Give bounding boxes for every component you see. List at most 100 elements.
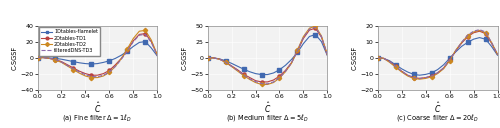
- 2Dtables-TD2: [52, 59, 59, 61]
- 1Dtables-flamelet: [204, 57, 210, 58]
- 2Dtables-TD1: [106, 70, 112, 71]
- filteredDNS-TD3: [270, 81, 276, 83]
- 1Dtables-flamelet: [148, 47, 154, 49]
- 1Dtables-flamelet: [210, 57, 216, 59]
- 1Dtables-flamelet: [458, 46, 464, 47]
- 1Dtables-flamelet: [136, 42, 142, 43]
- 1Dtables-flamelet: [100, 62, 106, 63]
- 1Dtables-flamelet: [276, 69, 282, 71]
- 2Dtables-TD2: [416, 78, 422, 80]
- filteredDNS-TD3: [374, 57, 380, 58]
- filteredDNS-TD3: [380, 58, 386, 59]
- Line: 2Dtables-TD1: 2Dtables-TD1: [36, 32, 159, 77]
- 2Dtables-TD2: [392, 66, 398, 68]
- 1Dtables-flamelet: [476, 37, 482, 38]
- X-axis label: $\hat{C}$: $\hat{C}$: [264, 100, 271, 115]
- 1Dtables-flamelet: [88, 63, 94, 65]
- 2Dtables-TD2: [318, 35, 324, 37]
- 2Dtables-TD2: [404, 75, 410, 77]
- 2Dtables-TD1: [112, 64, 118, 66]
- Line: filteredDNS-TD3: filteredDNS-TD3: [208, 27, 328, 84]
- 2Dtables-TD1: [34, 57, 40, 58]
- filteredDNS-TD3: [452, 50, 458, 52]
- 2Dtables-TD2: [124, 48, 130, 50]
- 2Dtables-TD2: [434, 73, 440, 74]
- filteredDNS-TD3: [70, 68, 76, 70]
- 2Dtables-TD1: [64, 64, 70, 66]
- 2Dtables-TD1: [270, 79, 276, 81]
- filteredDNS-TD3: [228, 65, 234, 67]
- filteredDNS-TD3: [130, 41, 136, 42]
- filteredDNS-TD3: [216, 58, 222, 60]
- filteredDNS-TD3: [154, 54, 160, 56]
- 2Dtables-TD1: [416, 78, 422, 79]
- filteredDNS-TD3: [100, 74, 106, 76]
- 1Dtables-flamelet: [142, 41, 148, 42]
- 1Dtables-flamelet: [40, 57, 46, 58]
- filteredDNS-TD3: [410, 77, 416, 78]
- filteredDNS-TD3: [88, 76, 94, 77]
- 2Dtables-TD1: [252, 80, 258, 81]
- 2Dtables-TD1: [216, 58, 222, 60]
- filteredDNS-TD3: [258, 83, 264, 84]
- 1Dtables-flamelet: [446, 58, 452, 59]
- 2Dtables-TD2: [46, 58, 52, 59]
- Line: 1Dtables-flamelet: 1Dtables-flamelet: [36, 40, 159, 66]
- filteredDNS-TD3: [52, 59, 59, 60]
- 2Dtables-TD2: [300, 36, 306, 37]
- 2Dtables-TD1: [52, 59, 59, 60]
- 1Dtables-flamelet: [288, 59, 294, 60]
- filteredDNS-TD3: [210, 57, 216, 59]
- 1Dtables-flamelet: [216, 58, 222, 60]
- 2Dtables-TD1: [124, 50, 130, 51]
- 2Dtables-TD2: [440, 68, 446, 70]
- 1Dtables-flamelet: [252, 73, 258, 74]
- filteredDNS-TD3: [488, 42, 494, 43]
- X-axis label: $\hat{C}$: $\hat{C}$: [434, 100, 442, 115]
- 1Dtables-flamelet: [46, 57, 52, 59]
- filteredDNS-TD3: [58, 61, 64, 63]
- filteredDNS-TD3: [422, 77, 428, 78]
- 2Dtables-TD1: [118, 58, 124, 59]
- filteredDNS-TD3: [252, 81, 258, 82]
- 2Dtables-TD2: [276, 77, 282, 79]
- 2Dtables-TD2: [410, 78, 416, 79]
- filteredDNS-TD3: [300, 37, 306, 38]
- 2Dtables-TD1: [246, 77, 252, 78]
- 2Dtables-TD2: [294, 49, 300, 51]
- 2Dtables-TD1: [374, 57, 380, 58]
- Legend: 1Dtables-flamelet, 2Dtables-TD1, 2Dtables-TD2, filteredDNS-TD3: 1Dtables-flamelet, 2Dtables-TD1, 2Dtable…: [39, 27, 100, 56]
- 2Dtables-TD2: [252, 82, 258, 83]
- 1Dtables-flamelet: [240, 68, 246, 70]
- filteredDNS-TD3: [306, 28, 312, 30]
- 1Dtables-flamelet: [234, 65, 240, 67]
- 2Dtables-TD2: [82, 75, 88, 77]
- filteredDNS-TD3: [148, 42, 154, 43]
- 2Dtables-TD2: [380, 58, 386, 59]
- 1Dtables-flamelet: [130, 46, 136, 47]
- 1Dtables-flamelet: [106, 60, 112, 62]
- filteredDNS-TD3: [234, 70, 240, 71]
- Line: 1Dtables-flamelet: 1Dtables-flamelet: [206, 33, 329, 76]
- 1Dtables-flamelet: [392, 64, 398, 66]
- 2Dtables-TD1: [404, 74, 410, 76]
- Title: (c) Coarse filter $\Delta = 20\ell_D$: (c) Coarse filter $\Delta = 20\ell_D$: [396, 112, 479, 123]
- Line: 2Dtables-TD2: 2Dtables-TD2: [206, 25, 329, 86]
- 2Dtables-TD1: [452, 50, 458, 52]
- filteredDNS-TD3: [40, 57, 46, 58]
- Y-axis label: C-SGSF: C-SGSF: [182, 46, 188, 70]
- 2Dtables-TD1: [386, 61, 392, 62]
- 1Dtables-flamelet: [416, 74, 422, 76]
- 2Dtables-TD1: [282, 70, 288, 71]
- 1Dtables-flamelet: [264, 74, 270, 75]
- 1Dtables-flamelet: [34, 57, 40, 58]
- 2Dtables-TD1: [100, 73, 106, 74]
- 2Dtables-TD2: [458, 42, 464, 43]
- Y-axis label: C-SGSF: C-SGSF: [352, 46, 358, 70]
- 1Dtables-flamelet: [300, 43, 306, 44]
- filteredDNS-TD3: [64, 65, 70, 66]
- 2Dtables-TD2: [482, 32, 488, 34]
- filteredDNS-TD3: [312, 26, 318, 28]
- 2Dtables-TD2: [374, 57, 380, 58]
- filteredDNS-TD3: [142, 34, 148, 35]
